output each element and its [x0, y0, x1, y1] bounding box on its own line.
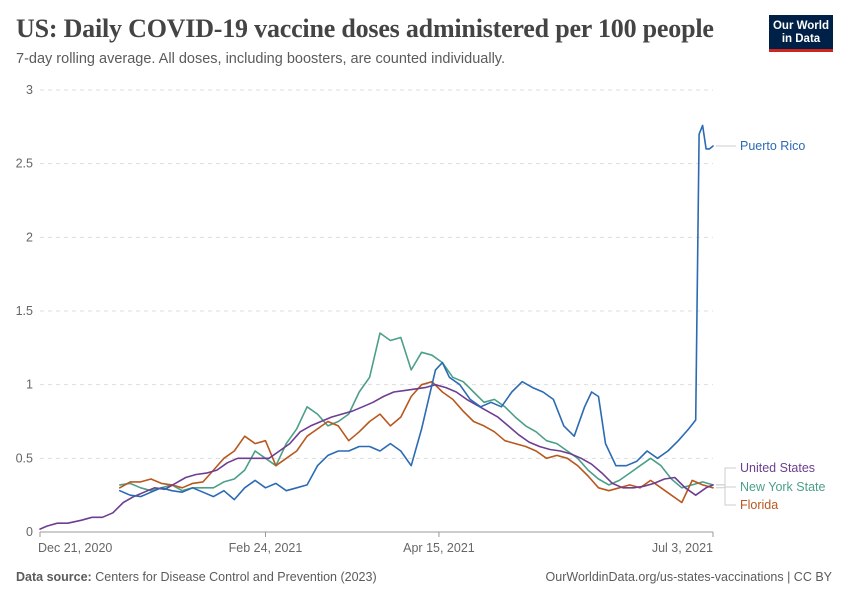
legend-connector-florida — [716, 487, 736, 506]
source-url[interactable]: OurWorldinData.org/us-states-vaccination… — [545, 570, 832, 584]
chart-title: US: Daily COVID-19 vaccine doses adminis… — [16, 14, 714, 43]
y-axis-ticks: 0 0.5 1 1.5 2 2.5 3 — [16, 83, 33, 539]
y-tick-label: 2 — [26, 230, 33, 244]
x-tick-label: Jul 3, 2021 — [652, 541, 713, 555]
y-tick-label: 0.5 — [16, 451, 33, 465]
x-tick-label: Dec 21, 2020 — [38, 541, 112, 555]
series-line-united-states[interactable] — [39, 383, 714, 530]
y-tick-label: 1 — [26, 378, 33, 392]
x-axis-ticks: Dec 21, 2020 Feb 24, 2021 Apr 15, 2021 Jul … — [38, 532, 714, 555]
owid-logo[interactable]: Our World in Data — [769, 15, 833, 52]
chart-subtitle: 7-day rolling average. All doses, includ… — [16, 51, 505, 67]
legend-label-florida[interactable]: Florida — [740, 498, 778, 512]
y-tick-label: 0 — [26, 525, 33, 539]
y-tick-label: 1.5 — [16, 304, 33, 318]
logo-line-1: Our World — [772, 20, 829, 32]
legend: Puerto Rico United States New York State Fl… — [716, 139, 826, 512]
logo-line-2: in Data — [781, 32, 821, 45]
data-source: Data source: Centers for Disease Control… — [16, 570, 377, 584]
x-tick-label: Apr 15, 2021 — [403, 541, 475, 555]
legend-label-united-states[interactable]: United States — [740, 461, 815, 475]
y-tick-label: 2.5 — [16, 157, 33, 171]
line-chart: 0 0.5 1 1.5 2 2.5 3 Dec 21, 2020 Feb 24, 2021 Ap… — [16, 83, 826, 555]
series-line-florida[interactable] — [119, 380, 714, 504]
y-tick-label: 3 — [26, 83, 33, 97]
data-source-label: Data source: — [16, 570, 92, 584]
grid-lines — [40, 89, 713, 533]
series-line-puerto-rico[interactable] — [119, 124, 714, 501]
x-tick-label: Feb 24, 2021 — [229, 541, 303, 555]
legend-label-puerto-rico[interactable]: Puerto Rico — [740, 139, 805, 153]
series-line-new-york-state[interactable] — [119, 332, 714, 492]
legend-connector-new-york-state — [716, 484, 736, 488]
data-source-text[interactable]: Centers for Disease Control and Preventi… — [95, 570, 377, 584]
legend-label-new-york-state[interactable]: New York State — [740, 480, 826, 494]
series-lines — [39, 124, 714, 530]
legend-connector-united-states — [716, 467, 736, 486]
